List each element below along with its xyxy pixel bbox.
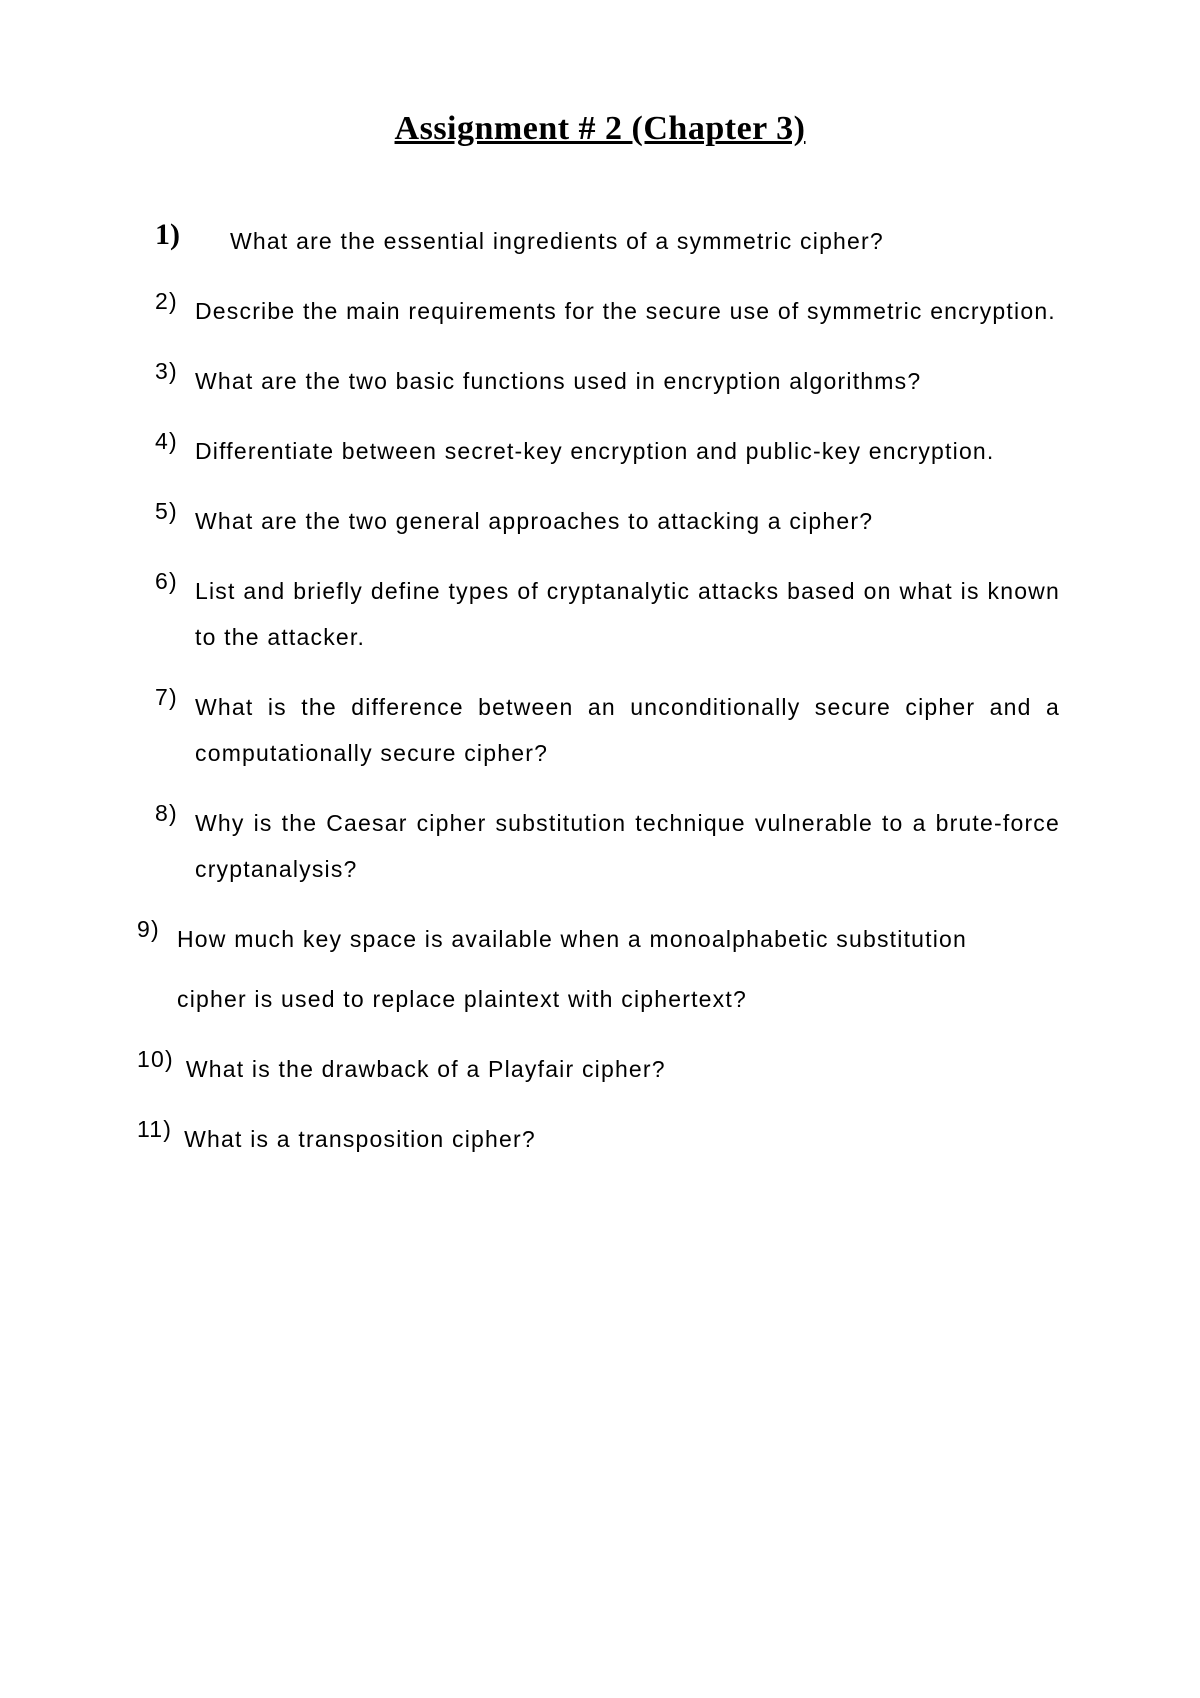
question-text: List and briefly define types of cryptan… — [195, 568, 1060, 660]
question-number: 11) — [137, 1116, 184, 1162]
questions-list: 1) What are the essential ingredients of… — [140, 218, 1060, 1162]
question-number: 6) — [155, 568, 195, 660]
question-number: 2) — [155, 288, 195, 334]
question-item: 2) Describe the main requirements for th… — [155, 288, 1060, 334]
question-item: 5) What are the two general approaches t… — [155, 498, 1060, 544]
question-item: 6) List and briefly define types of cryp… — [155, 568, 1060, 660]
question-text: What are the two basic functions used in… — [195, 358, 1060, 404]
question-number: 1) — [155, 218, 230, 264]
question-item: 8) Why is the Caesar cipher substitution… — [155, 800, 1060, 892]
question-text-extra: cipher is used to replace plaintext with… — [177, 976, 1060, 1022]
question-item: 10) What is the drawback of a Playfair c… — [137, 1046, 1060, 1092]
question-number: 10) — [137, 1046, 186, 1092]
question-item: 3) What are the two basic functions used… — [155, 358, 1060, 404]
question-text: Differentiate between secret-key encrypt… — [195, 428, 1060, 474]
question-item: 7) What is the difference between an unc… — [155, 684, 1060, 776]
question-number: 8) — [155, 800, 195, 892]
question-text-line: How much key space is available when a m… — [177, 926, 967, 952]
question-text: What is the difference between an uncond… — [195, 684, 1060, 776]
question-number: 4) — [155, 428, 195, 474]
question-number: 5) — [155, 498, 195, 544]
assignment-title: Assignment # 2 (Chapter 3) — [140, 110, 1060, 148]
question-text: Describe the main requirements for the s… — [195, 288, 1060, 334]
question-number: 3) — [155, 358, 195, 404]
question-item: 1) What are the essential ingredients of… — [155, 218, 1060, 264]
question-text: What are the two general approaches to a… — [195, 498, 1060, 544]
question-item: 9) How much key space is available when … — [137, 916, 1060, 1022]
question-number: 7) — [155, 684, 195, 776]
question-text: What are the essential ingredients of a … — [230, 218, 1060, 264]
question-item: 4) Differentiate between secret-key encr… — [155, 428, 1060, 474]
question-text: Why is the Caesar cipher substitution te… — [195, 800, 1060, 892]
question-text: What is the drawback of a Playfair ciphe… — [186, 1046, 1060, 1092]
question-item: 11) What is a transposition cipher? — [137, 1116, 1060, 1162]
question-text: How much key space is available when a m… — [177, 916, 1060, 1022]
question-text: What is a transposition cipher? — [184, 1116, 1060, 1162]
question-number: 9) — [137, 916, 177, 1022]
